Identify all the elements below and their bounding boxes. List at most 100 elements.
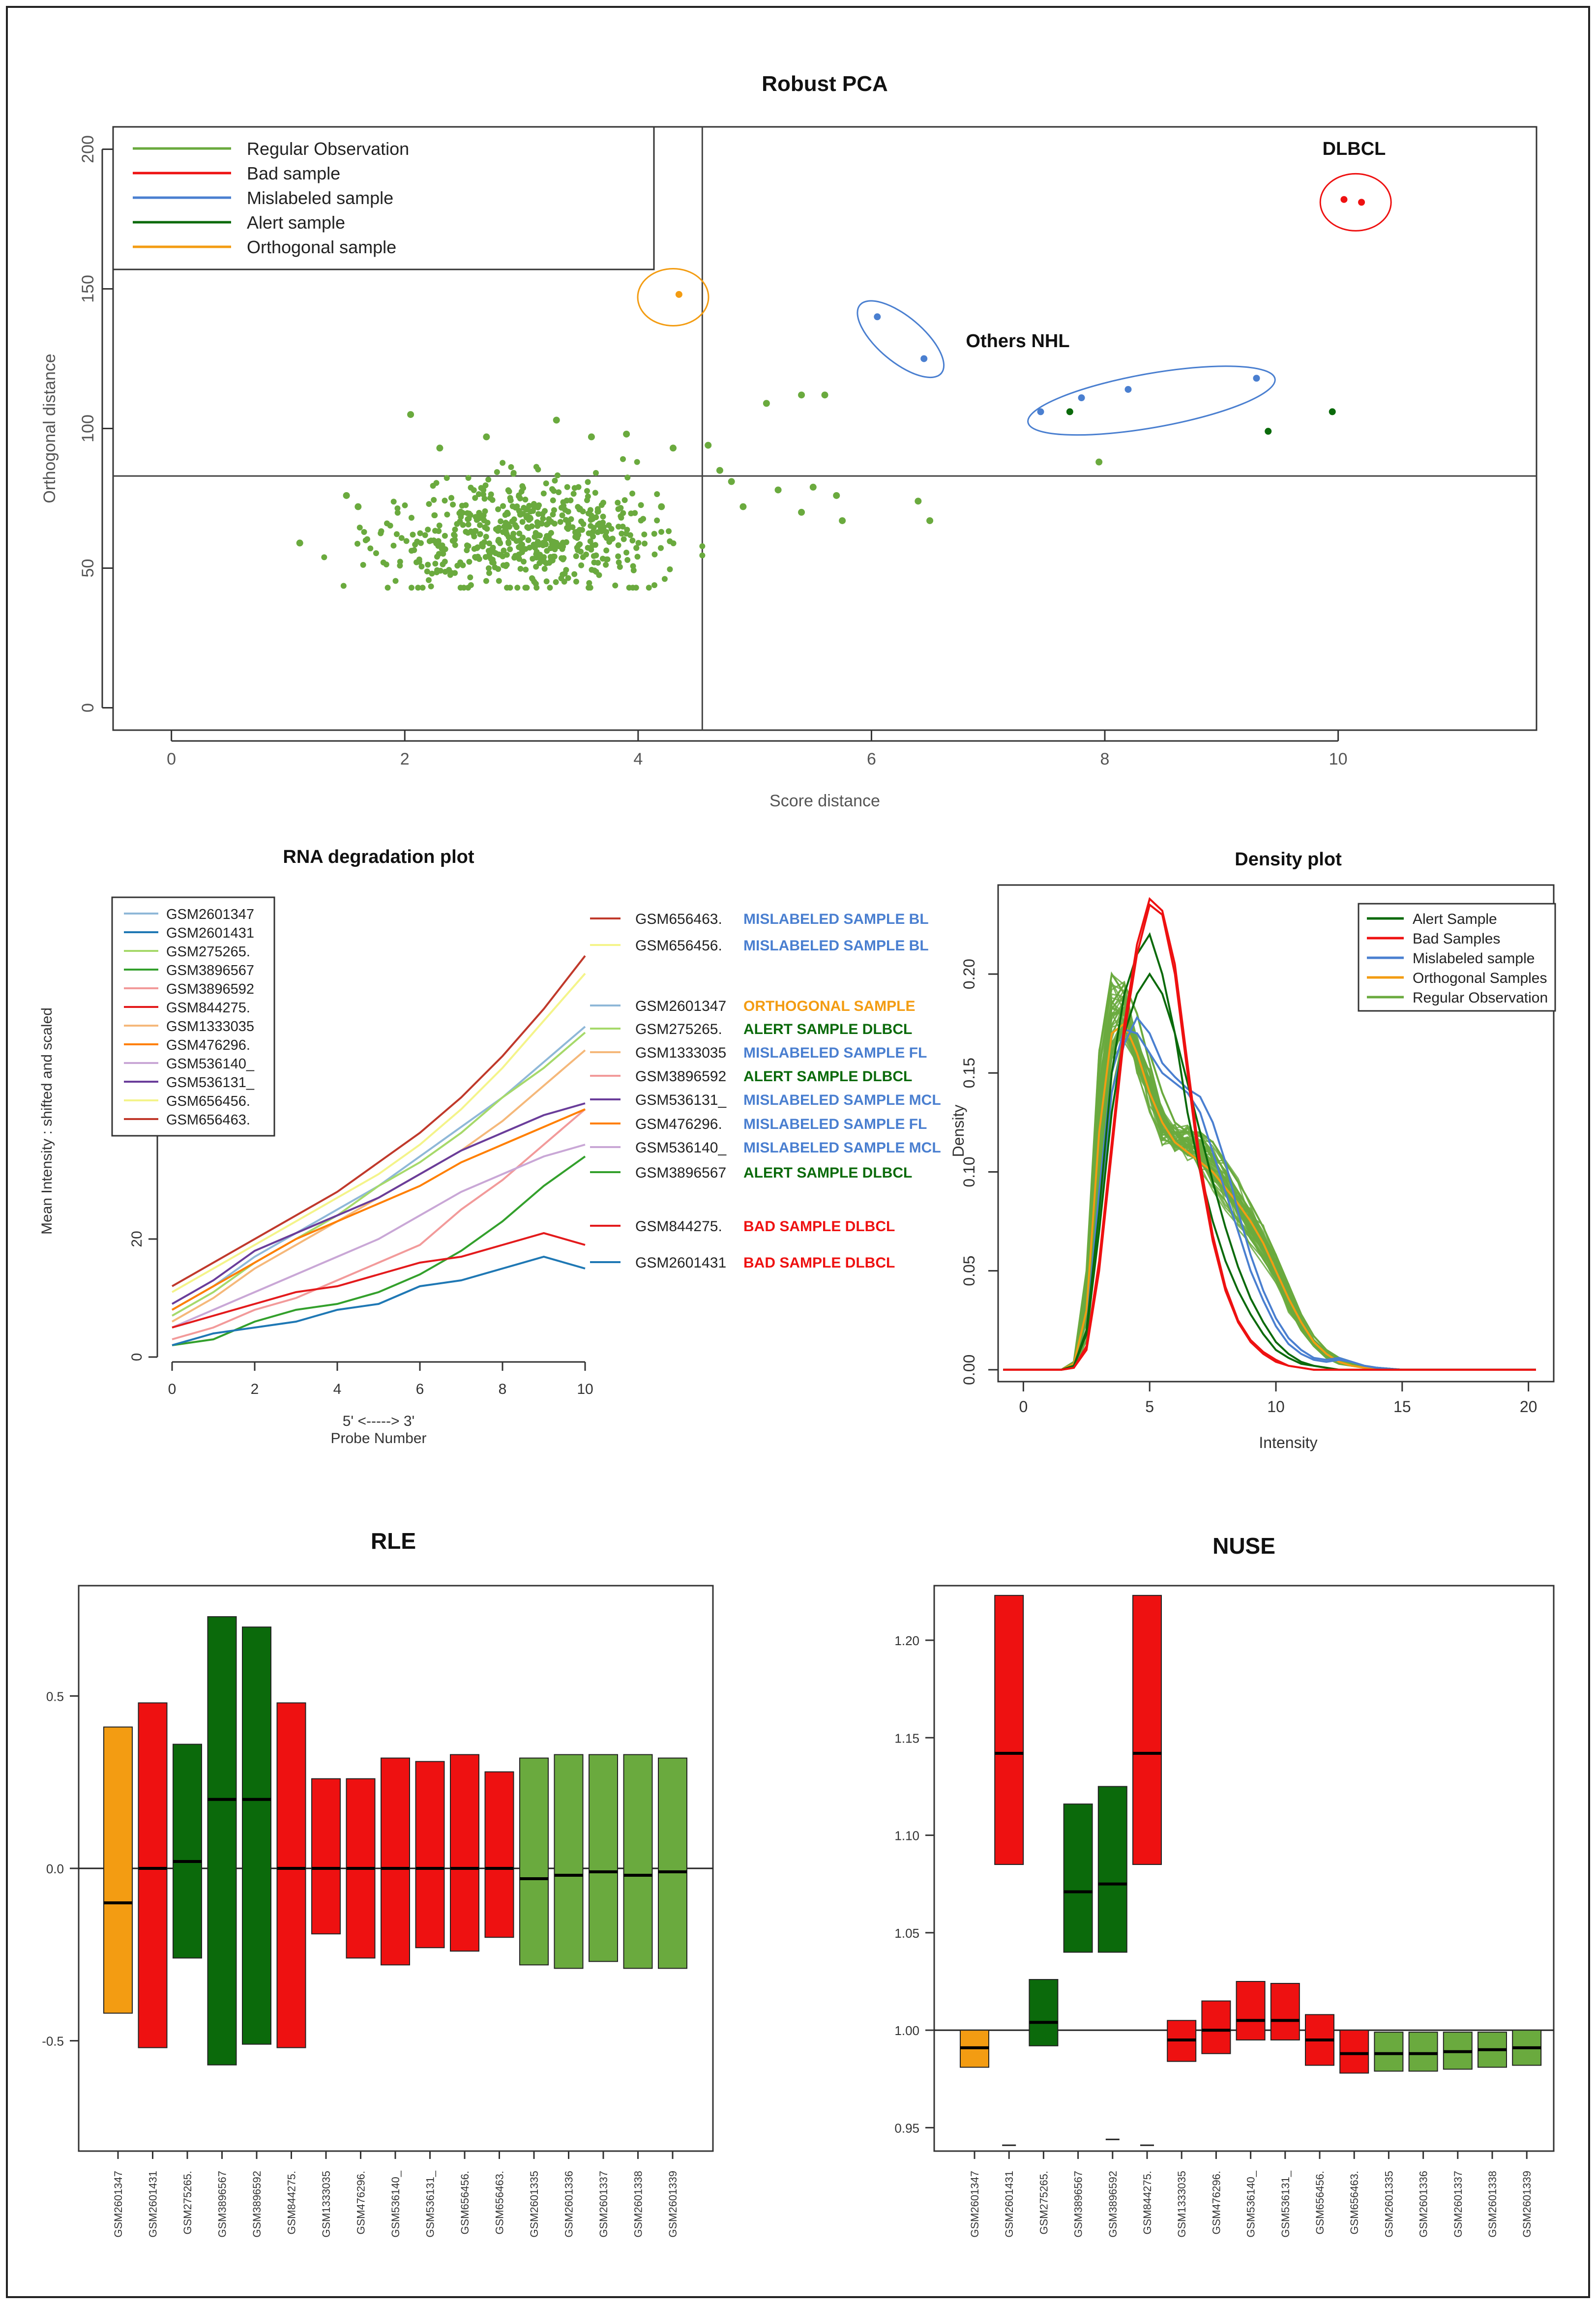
pca-point-regular [534,504,541,511]
rle-box [276,1702,306,2048]
pca-point-bad-sample [1340,196,1348,203]
pca-point-regular [580,521,587,527]
pca-point-regular [536,560,543,566]
pca-point-regular [465,530,471,536]
pca-point-regular [465,474,472,481]
pca-y-tick-label: 150 [79,275,97,303]
nuse-x-tick-label: GSM275265. [1037,2171,1050,2235]
pca-point-regular-observation [658,503,665,510]
pca-point-regular [418,563,425,570]
rna-annotation-label: MISLABELED SAMPLE BL [743,911,929,927]
rna-y-label: Mean Intensity : shifted and scaled [39,1007,55,1235]
pca-point-regular [563,498,570,504]
pca-point-regular [471,487,477,493]
pca-point-regular-observation [483,433,490,441]
pca-point-regular [560,556,566,562]
pca-point-regular [393,531,400,537]
pca-point-regular [576,506,583,513]
rna-y-tick-label: 20 [129,1231,145,1247]
nuse-x-tick-label: GSM3896567 [1072,2171,1085,2238]
pca-point-regular [447,572,453,578]
pca-ellipse-mislabeled-1 [857,300,945,379]
pca-point-regular [432,512,438,519]
pca-point-regular [600,519,606,526]
pca-point-regular [550,553,557,560]
pca-point-regular [443,475,450,481]
pca-point-regular [444,511,450,518]
pca-point-regular [592,542,598,548]
rle-x-tick-label: GSM275265. [181,2171,194,2235]
nuse-box [1201,2000,1231,2054]
pca-point-regular [451,532,458,539]
rna-x-label: 5' <-----> 3' [343,1413,414,1429]
pca-point-regular [590,516,596,522]
figure-frame [6,6,1590,2298]
density-x-tick-label: 15 [1393,1398,1411,1416]
pca-point-regular [510,535,516,541]
nuse-x-tick-label: GSM1333035 [1176,2171,1188,2238]
rle-x-tick-label: GSM656463. [494,2171,506,2235]
pca-point-regular [603,561,609,568]
pca-point-regular [503,531,510,537]
pca-point-regular [487,495,494,501]
pca-point-regular [641,531,648,537]
density-x-label: Intensity [1259,1434,1317,1451]
rna-annotation-label: MISLABELED SAMPLE MCL [743,1092,941,1108]
rna-line-GSM844275 [172,1232,586,1329]
pca-point-regular [620,510,626,516]
pca-point-regular-observation [623,430,630,438]
pca-point-regular-observation [763,400,770,407]
pca-point-regular-observation [705,442,712,449]
rle-x-tick-label: GSM536140_ [389,2170,402,2238]
pca-point-regular-observation [1095,458,1103,466]
pca-point-regular [603,535,610,541]
nuse-box [994,1595,1024,1865]
rle-box [484,1771,514,1938]
pca-point-regular [497,540,503,546]
pca-point-regular [408,585,414,591]
pca-point-regular [562,570,568,577]
pca-point-regular [507,495,513,501]
pca-point-regular [426,501,432,507]
pca-point-regular [422,532,428,538]
pca-point-regular [419,585,426,591]
density-chart: Density plot 0 5 10 15 20 0.00 0.05 0.10 0.15 0.20… [949,849,1556,1451]
rna-legend-label: GSM536131_ [166,1075,255,1091]
pca-point-regular [616,559,622,565]
rna-line-GSM3896567 [172,1155,586,1346]
pca-point-regular-observation [798,508,805,516]
nuse-x-tick-label: GSM2601339 [1521,2171,1533,2238]
pca-point-regular [551,507,557,513]
density-x-tick-label: 5 [1145,1398,1154,1416]
pca-point-regular [634,459,640,465]
nuse-x-tick-label: GSM2601335 [1383,2171,1395,2238]
rle-x-tick-label: GSM844275. [286,2171,298,2235]
nuse-y-tick-label: 1.15 [894,1731,919,1745]
pca-point-regular [573,578,579,585]
pca-point-regular [450,502,456,508]
pca-x-tick-label: 4 [633,750,643,768]
pca-point-regular [460,522,466,528]
pca-point-regular [600,500,606,506]
pca-point-regular [546,535,552,541]
pca-point-regular [601,524,607,530]
pca-point-regular [384,520,390,527]
pca-point-regular [410,532,416,538]
rna-annotation-sample: GSM1333035 [635,1045,726,1061]
pca-point-regular [417,530,423,536]
pca-point-regular [524,585,530,591]
pca-legend-label: Mislabeled sample [247,188,393,208]
rle-x-tick-label: GSM536131_ [424,2170,437,2238]
pca-point-regular [442,532,448,539]
pca-point-regular [485,565,492,571]
rle-x-tick-label: GSM656456. [459,2171,471,2235]
pca-point-regular [699,543,706,549]
pca-point-regular [540,542,546,549]
rna-annotation-sample: GSM3896592 [635,1068,726,1085]
rle-box [623,1754,653,1969]
pca-point-regular [416,559,422,565]
pca-point-mislabeled-sample [874,313,881,321]
rle-box [519,1757,549,1966]
pca-point-regular [502,512,508,518]
rna-line-GSM536131 [172,1102,586,1305]
